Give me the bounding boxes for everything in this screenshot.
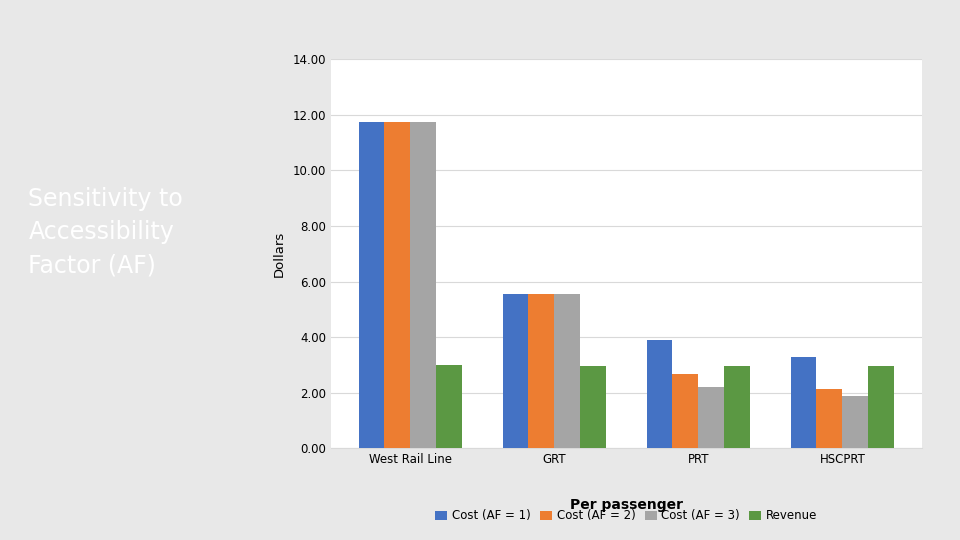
Bar: [555, 294, 580, 448]
Bar: [528, 294, 555, 448]
Legend: Cost (AF = 1), Cost (AF = 2), Cost (AF = 3), Revenue: Cost (AF = 1), Cost (AF = 2), Cost (AF =…: [431, 505, 822, 527]
Bar: [436, 366, 463, 448]
Bar: [868, 366, 895, 448]
Bar: [503, 294, 528, 448]
Bar: [647, 340, 672, 448]
Bar: [698, 387, 724, 448]
Y-axis label: Dollars: Dollars: [273, 231, 286, 277]
Text: Sensitivity to
Accessibility
Factor (AF): Sensitivity to Accessibility Factor (AF): [29, 187, 183, 278]
Bar: [580, 366, 606, 448]
Bar: [816, 389, 843, 448]
Bar: [842, 396, 868, 448]
Bar: [790, 357, 816, 448]
Bar: [384, 122, 411, 448]
Bar: [359, 122, 384, 448]
Bar: [672, 374, 698, 448]
Bar: [724, 366, 751, 448]
Text: Per passenger: Per passenger: [570, 498, 683, 512]
Bar: [411, 122, 436, 448]
